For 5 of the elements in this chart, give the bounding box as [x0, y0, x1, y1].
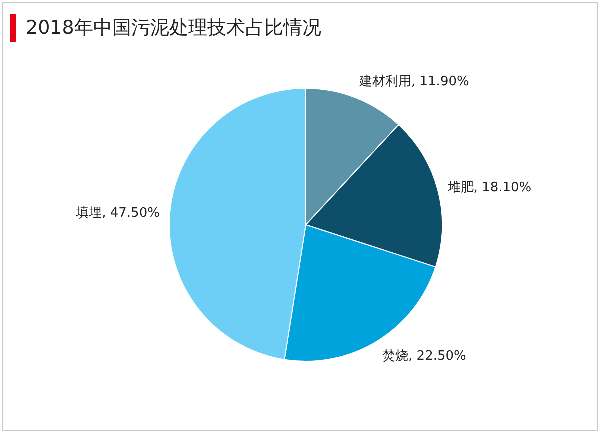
- slice-label: 焚烧, 22.50%: [382, 348, 466, 364]
- slice-label: 填埋, 47.50%: [75, 206, 160, 221]
- chart-title: 2018年中国污泥处理技术占比情况: [26, 16, 322, 41]
- slice-label: 建材利用, 11.90%: [358, 74, 470, 90]
- slice-label: 堆肥, 18.10%: [446, 180, 532, 196]
